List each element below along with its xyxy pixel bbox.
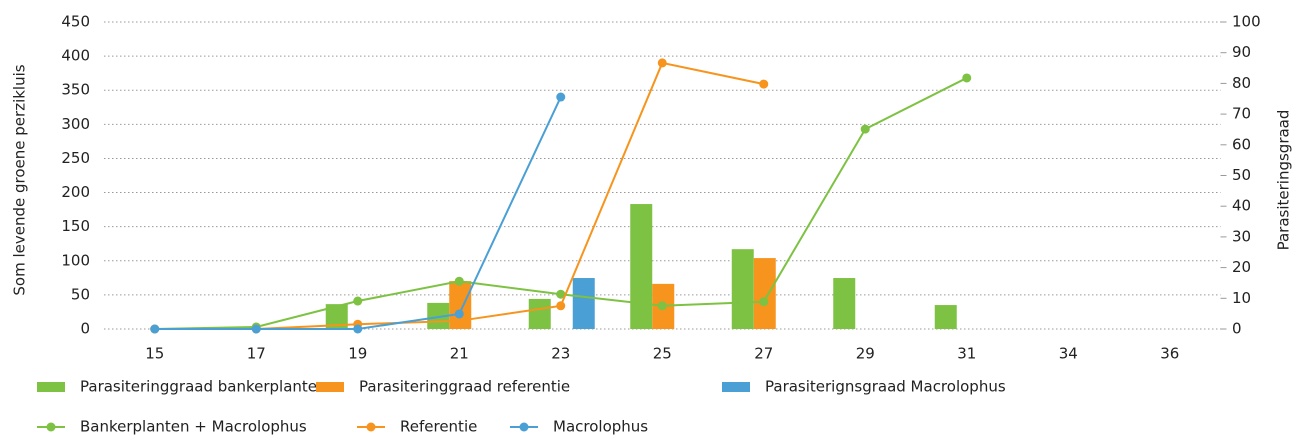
x-tick-label: 27: [754, 345, 773, 363]
y-tick-label: 0: [80, 320, 90, 338]
y2-tick-label: 90: [1232, 43, 1251, 61]
x-tick-label: 29: [856, 345, 875, 363]
point: [454, 276, 464, 286]
point: [251, 324, 261, 334]
x-tick-label: 31: [957, 345, 976, 363]
y-tick-label: 250: [61, 149, 90, 167]
legend-label: Referentie: [400, 418, 477, 436]
point: [657, 58, 667, 68]
y2-tick-label: 10: [1232, 289, 1251, 307]
y2-tick-label: 70: [1232, 105, 1251, 123]
point: [454, 309, 464, 319]
bar: [572, 278, 595, 329]
y-axis-title: Som levende groene perzikluis: [11, 64, 29, 295]
point: [353, 324, 363, 334]
point: [962, 73, 972, 83]
legend-swatch: [366, 422, 376, 432]
bar: [833, 278, 856, 329]
bar: [630, 204, 653, 329]
legend-label: Parasiteringgraad referentie: [359, 378, 570, 396]
legend-label: Parasiteringgraad bankerplanten: [80, 378, 327, 396]
y-tick-label: 50: [71, 285, 90, 303]
legend-label: Macrolophus: [553, 418, 648, 436]
point: [759, 297, 769, 307]
point: [150, 324, 160, 334]
point: [556, 92, 566, 102]
line: [154, 96, 562, 330]
y2-tick-label: 80: [1232, 74, 1251, 92]
point: [353, 296, 363, 306]
x-tick-label: 34: [1059, 345, 1078, 363]
point: [556, 301, 566, 311]
y2-tick-label: 40: [1232, 197, 1251, 215]
y2-tick-label: 50: [1232, 166, 1251, 184]
y2-tick-label: 20: [1232, 258, 1251, 276]
point: [657, 301, 667, 311]
bar: [934, 305, 957, 329]
x-tick-label: 23: [551, 345, 570, 363]
bar: [449, 281, 472, 329]
x-tick-label: 15: [145, 345, 164, 363]
y2-tick-label: 0: [1232, 320, 1242, 338]
legend-swatch: [316, 382, 344, 392]
y2-tick-label: 60: [1232, 135, 1251, 153]
legend-label: Bankerplanten + Macrolophus: [80, 418, 307, 436]
bar: [528, 298, 551, 329]
bar: [753, 258, 776, 329]
bar: [325, 304, 348, 329]
y-tick-label: 100: [61, 251, 90, 269]
x-tick-label: 19: [348, 345, 367, 363]
y-tick-label: 350: [61, 81, 90, 99]
legend-label: Parasiterignsgraad Macrolophus: [765, 378, 1006, 396]
legend-swatch: [722, 382, 750, 392]
x-tick-label: 17: [247, 345, 266, 363]
y-tick-label: 150: [61, 217, 90, 235]
point: [860, 124, 870, 134]
point: [556, 289, 566, 299]
legend-swatch: [519, 422, 529, 432]
y2-tick-label: 30: [1232, 227, 1251, 245]
legend-swatch: [37, 382, 65, 392]
x-tick-label: 21: [450, 345, 469, 363]
x-tick-label: 25: [653, 345, 672, 363]
legend-swatch: [46, 422, 56, 432]
x-tick-label: 36: [1160, 345, 1179, 363]
bar: [731, 249, 754, 329]
point: [454, 316, 464, 326]
y-tick-label: 400: [61, 47, 90, 65]
y-tick-label: 200: [61, 183, 90, 201]
y2-tick-label: 100: [1232, 13, 1261, 31]
y-tick-label: 450: [61, 13, 90, 31]
y2-axis-title: Parasiteringsgraad: [1275, 110, 1293, 251]
y-tick-label: 300: [61, 115, 90, 133]
point: [759, 79, 769, 89]
